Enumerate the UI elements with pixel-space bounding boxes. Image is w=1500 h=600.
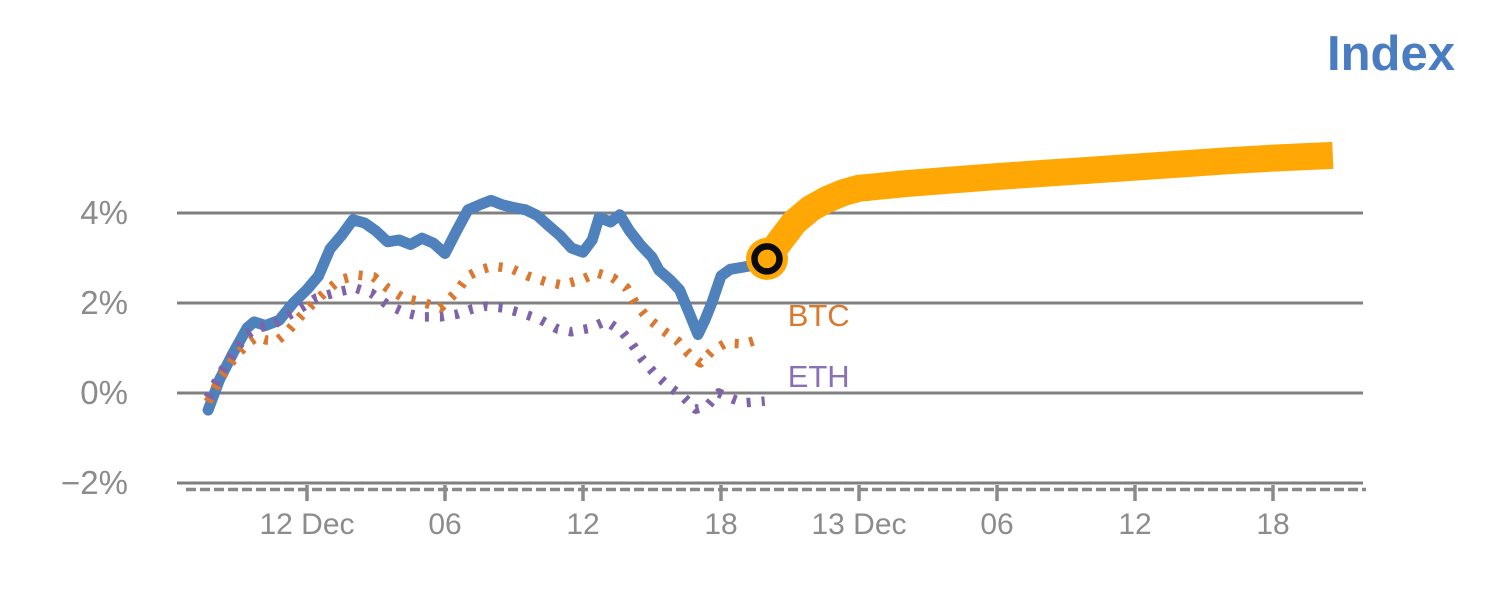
x-tick-label-13 Dec: 13 Dec: [811, 508, 906, 541]
x-tick-label-12: 12: [1118, 508, 1151, 541]
series-label-btc: BTC: [788, 298, 850, 333]
x-tick-label-18: 18: [704, 508, 737, 541]
series-line-index-projection: [756, 141, 1334, 267]
x-tick-label-12: 12: [566, 508, 599, 541]
series-label-eth: ETH: [788, 359, 850, 394]
series-line-index-history: [202, 194, 773, 416]
chart-title: Index: [1327, 27, 1455, 81]
current-value-marker: [751, 243, 783, 275]
y-tick-label-−2%: −2%: [61, 464, 128, 501]
x-tick-label-12 Dec: 12 Dec: [259, 508, 354, 541]
y-tick-label-4%: 4%: [80, 194, 128, 231]
y-tick-label-0%: 0%: [80, 374, 128, 411]
x-tick-label-18: 18: [1256, 508, 1289, 541]
series-line-btc: [203, 261, 762, 405]
series-line-eth: [203, 283, 766, 414]
y-tick-label-2%: 2%: [80, 284, 128, 321]
x-tick-label-06: 06: [980, 508, 1013, 541]
x-tick-label-06: 06: [428, 508, 461, 541]
